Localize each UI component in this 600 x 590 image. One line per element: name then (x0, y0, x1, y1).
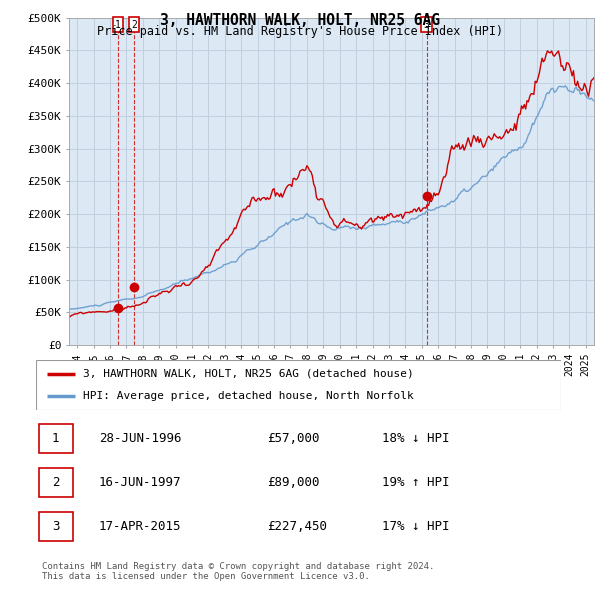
Text: 18% ↓ HPI: 18% ↓ HPI (383, 432, 450, 445)
Text: £227,450: £227,450 (267, 520, 327, 533)
Text: 17-APR-2015: 17-APR-2015 (99, 520, 182, 533)
Text: Contains HM Land Registry data © Crown copyright and database right 2024.
This d: Contains HM Land Registry data © Crown c… (42, 562, 434, 581)
Bar (587, 18, 594, 345)
FancyBboxPatch shape (38, 512, 73, 540)
FancyBboxPatch shape (38, 468, 73, 497)
Text: HPI: Average price, detached house, North Norfolk: HPI: Average price, detached house, Nort… (83, 391, 414, 401)
Text: 2: 2 (131, 19, 137, 30)
Bar (69, 18, 76, 345)
Text: 1: 1 (115, 19, 121, 30)
Text: 1: 1 (52, 432, 59, 445)
Text: £89,000: £89,000 (267, 476, 320, 489)
Text: 16-JUN-1997: 16-JUN-1997 (99, 476, 182, 489)
Text: 3, HAWTHORN WALK, HOLT, NR25 6AG: 3, HAWTHORN WALK, HOLT, NR25 6AG (160, 13, 440, 28)
Text: 2: 2 (52, 476, 59, 489)
Text: Price paid vs. HM Land Registry's House Price Index (HPI): Price paid vs. HM Land Registry's House … (97, 25, 503, 38)
Text: 3: 3 (52, 520, 59, 533)
Text: £57,000: £57,000 (267, 432, 320, 445)
FancyBboxPatch shape (36, 360, 561, 410)
Text: 28-JUN-1996: 28-JUN-1996 (99, 432, 182, 445)
Text: 3: 3 (424, 19, 430, 30)
FancyBboxPatch shape (38, 424, 73, 453)
Text: 3, HAWTHORN WALK, HOLT, NR25 6AG (detached house): 3, HAWTHORN WALK, HOLT, NR25 6AG (detach… (83, 369, 414, 379)
Text: 17% ↓ HPI: 17% ↓ HPI (383, 520, 450, 533)
Text: 19% ↑ HPI: 19% ↑ HPI (383, 476, 450, 489)
